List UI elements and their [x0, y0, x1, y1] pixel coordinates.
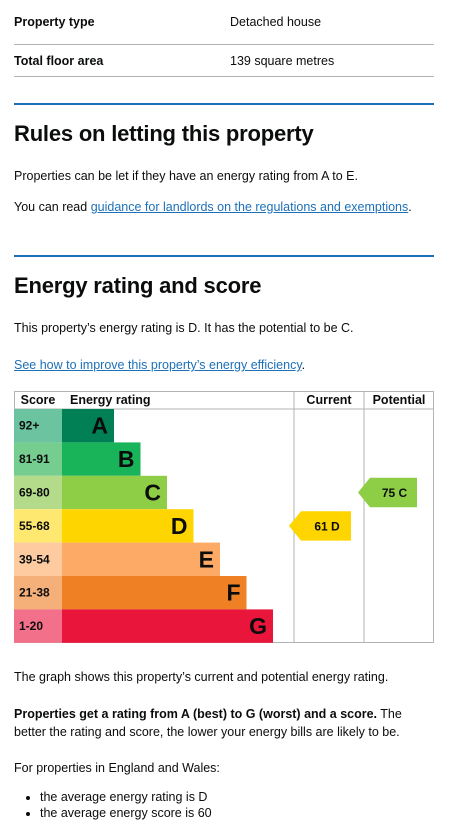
rating-band-letter: D — [171, 513, 188, 539]
score-band-cell — [14, 609, 62, 643]
score-band-label: 1-20 — [19, 619, 43, 633]
rating-band-bar — [62, 542, 220, 576]
energy-rating-graph: Score Energy rating Current Potential 92+ A 81… — [14, 391, 434, 643]
current-rating-arrow — [289, 511, 351, 541]
rating-band-bar — [62, 609, 273, 643]
rating-explanation: Properties get a rating from A (best) to… — [14, 705, 434, 741]
rating-band-bar — [62, 442, 141, 476]
summary-row: Property type Detached house — [14, 0, 434, 45]
rating-band-bar — [62, 576, 247, 610]
rating-column-header: Energy rating — [70, 393, 151, 407]
list-item: the average energy rating is D — [40, 789, 212, 805]
score-column-header: Score — [21, 393, 56, 407]
score-band-cell — [14, 475, 62, 510]
score-band-label: 39-54 — [19, 552, 50, 566]
improve-suffix: . — [301, 358, 306, 372]
section-divider — [14, 103, 434, 105]
letting-paragraph: Properties can be let if they have an en… — [14, 169, 358, 183]
score-band-cell — [14, 509, 62, 543]
score-band-cell — [14, 409, 62, 443]
score-band-cell — [14, 442, 62, 476]
list-item: the average energy score is 60 — [40, 805, 212, 821]
summary-value: 139 square metres — [230, 44, 434, 77]
score-band-label: 55-68 — [19, 519, 50, 533]
section-divider — [14, 255, 434, 257]
guidance-prefix: You can read — [14, 200, 91, 214]
graph-note: The graph shows this property’s current … — [14, 670, 389, 684]
potential-column-header: Potential — [373, 393, 426, 407]
rating-band-letter: A — [91, 413, 108, 439]
rating-band-bar — [62, 475, 167, 510]
summary-key: Total floor area — [14, 44, 230, 77]
landlord-guidance-link[interactable]: guidance for landlords on the regulation… — [90, 200, 409, 214]
property-summary-table: Property type Detached house Total floor… — [14, 0, 434, 77]
rating-band-letter: E — [199, 546, 214, 572]
score-band-label: 21-38 — [19, 586, 50, 600]
rating-band-letter: B — [118, 446, 135, 472]
summary-value: Detached house — [230, 0, 434, 45]
guidance-suffix: . — [408, 200, 412, 214]
rating-band-bar — [62, 509, 194, 543]
rating-band-letter: G — [249, 613, 267, 639]
score-band-cell — [14, 542, 62, 576]
current-column-header: Current — [306, 393, 352, 407]
energy-rating-paragraph: This property’s energy rating is D. It h… — [14, 321, 354, 335]
rating-explanation-bold: Properties get a rating from A (best) to… — [14, 707, 378, 721]
summary-row: Total floor area 139 square metres — [14, 44, 434, 77]
rating-band-bar — [62, 409, 114, 443]
england-wales-intro: For properties in England and Wales: — [14, 761, 220, 775]
current-rating-label: 61 D — [314, 519, 340, 533]
letting-heading: Rules on letting this property — [14, 121, 314, 146]
score-band-label: 81-91 — [19, 452, 50, 466]
rating-band-letter: F — [226, 580, 240, 606]
score-band-cell — [14, 576, 62, 610]
averages-list: the average energy rating is D the avera… — [24, 789, 212, 821]
score-band-label: 92+ — [19, 419, 39, 433]
letting-guidance-paragraph: You can read guidance for landlords on t… — [14, 198, 434, 216]
rating-explanation-rest: The better the rating and score, the low… — [14, 707, 402, 739]
summary-key: Property type — [14, 0, 230, 45]
rating-band-letter: C — [144, 480, 161, 506]
epc-chart-svg: Score Energy rating Current Potential 92+ A 81… — [14, 391, 434, 643]
improve-paragraph: See how to improve this property’s energ… — [14, 356, 434, 374]
potential-rating-arrow — [358, 477, 417, 508]
score-band-label: 69-80 — [19, 486, 50, 500]
energy-heading: Energy rating and score — [14, 273, 262, 298]
improve-efficiency-link[interactable]: See how to improve this property’s energ… — [14, 358, 302, 372]
content: Property type Detached house Total floor… — [14, 0, 434, 820]
potential-rating-label: 75 C — [382, 486, 408, 500]
